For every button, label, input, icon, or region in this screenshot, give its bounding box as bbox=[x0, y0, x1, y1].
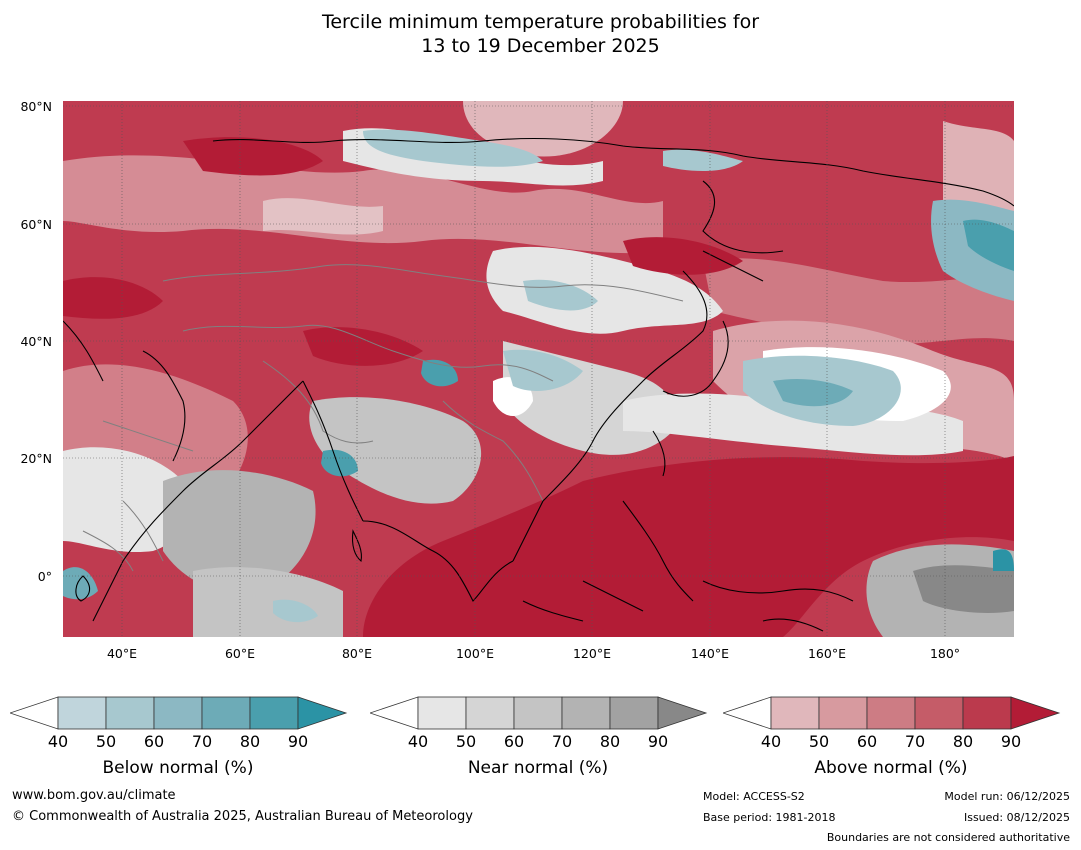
lon-label-120e: 120°E bbox=[572, 646, 611, 661]
near-normal-regions bbox=[63, 128, 1014, 637]
lat-label-0: 0° bbox=[37, 569, 52, 584]
country-boundaries bbox=[82, 264, 684, 572]
below-tick-60: 60 bbox=[143, 732, 165, 751]
near-normal-title: Near normal (%) bbox=[467, 758, 609, 778]
near-tick-80: 80 bbox=[599, 732, 621, 751]
below-tick-90: 90 bbox=[287, 732, 309, 751]
disclaimer-text: Boundaries are not considered authoritat… bbox=[826, 831, 1070, 844]
below-normal-colorbar bbox=[8, 696, 350, 734]
near-normal-colorbar bbox=[368, 696, 710, 734]
above-tick-80: 80 bbox=[952, 732, 974, 751]
above-tick-60: 60 bbox=[856, 732, 878, 751]
below-tick-50: 50 bbox=[95, 732, 117, 751]
map-title: Tercile minimum temperature probabilitie… bbox=[0, 10, 1081, 58]
above-tick-90: 90 bbox=[1000, 732, 1022, 751]
lat-label-60n: 60°N bbox=[20, 217, 52, 232]
above-tick-70: 70 bbox=[904, 732, 926, 751]
lon-label-40e: 40°E bbox=[106, 646, 138, 661]
near-tick-60: 60 bbox=[503, 732, 525, 751]
title-line-1: Tercile minimum temperature probabilitie… bbox=[321, 11, 760, 33]
near-tick-70: 70 bbox=[551, 732, 573, 751]
below-tick-80: 80 bbox=[239, 732, 261, 751]
above-tick-40: 40 bbox=[760, 732, 782, 751]
coastlines bbox=[63, 137, 1014, 632]
lon-label-180: 180° bbox=[929, 646, 961, 661]
strong-above-normal-regions bbox=[63, 137, 1014, 637]
lat-label-80n: 80°N bbox=[20, 99, 52, 114]
lon-label-140e: 140°E bbox=[690, 646, 729, 661]
lon-label-100e: 100°E bbox=[455, 646, 494, 661]
above-normal-colorbar bbox=[721, 696, 1063, 734]
near-tick-50: 50 bbox=[455, 732, 477, 751]
model-run-text: Model run: 06/12/2025 bbox=[944, 790, 1070, 803]
model-text: Model: ACCESS-S2 bbox=[703, 790, 805, 803]
probability-map[interactable] bbox=[63, 101, 1014, 637]
gridlines bbox=[63, 101, 1014, 637]
copyright-text: © Commonwealth of Australia 2025, Austra… bbox=[12, 809, 473, 824]
lat-label-20n: 20°N bbox=[20, 451, 52, 466]
lon-label-60e: 60°E bbox=[224, 646, 256, 661]
lat-label-40n: 40°N bbox=[20, 334, 52, 349]
lon-label-160e: 160°E bbox=[807, 646, 846, 661]
above-tick-50: 50 bbox=[808, 732, 830, 751]
near-tick-40: 40 bbox=[407, 732, 429, 751]
base-period-text: Base period: 1981-2018 bbox=[703, 811, 836, 824]
near-tick-90: 90 bbox=[647, 732, 669, 751]
below-normal-title: Below normal (%) bbox=[102, 758, 254, 778]
below-tick-40: 40 bbox=[47, 732, 69, 751]
website-link[interactable]: www.bom.gov.au/climate bbox=[12, 788, 176, 803]
below-normal-regions bbox=[63, 129, 1014, 623]
below-tick-70: 70 bbox=[191, 732, 213, 751]
above-normal-title: Above normal (%) bbox=[814, 758, 968, 778]
issued-text: Issued: 08/12/2025 bbox=[963, 811, 1070, 824]
title-line-2: 13 to 19 December 2025 bbox=[421, 35, 660, 57]
lon-label-80e: 80°E bbox=[341, 646, 373, 661]
